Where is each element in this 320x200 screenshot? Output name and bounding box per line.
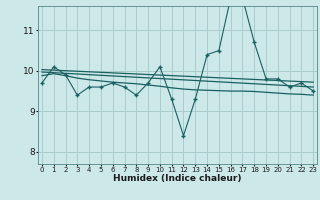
X-axis label: Humidex (Indice chaleur): Humidex (Indice chaleur) [113, 174, 242, 183]
